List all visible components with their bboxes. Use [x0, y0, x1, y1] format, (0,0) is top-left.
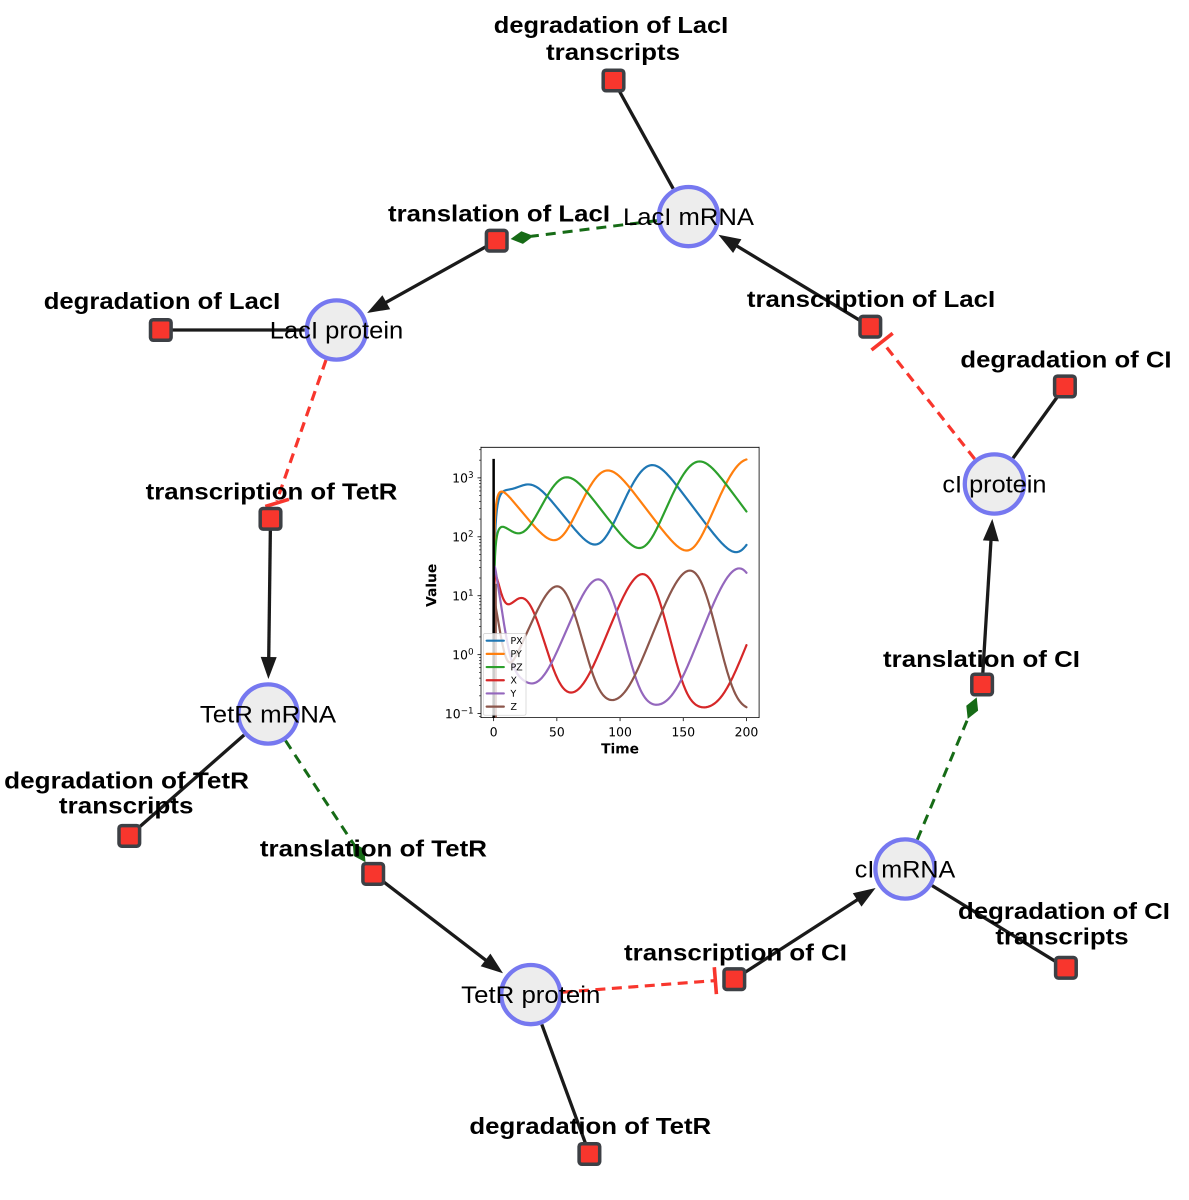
svg-text:degradation of LacI: degradation of LacI: [494, 12, 728, 38]
svg-text:cI protein: cI protein: [942, 471, 1046, 498]
svg-text:transcription of LacI: transcription of LacI: [747, 286, 995, 312]
svg-text:LacI protein: LacI protein: [270, 317, 404, 344]
svg-text:TetR mRNA: TetR mRNA: [200, 701, 336, 728]
svg-text:transcription of CI: transcription of CI: [624, 939, 847, 965]
svg-text:translation of LacI: translation of LacI: [388, 200, 610, 226]
svg-text:transcripts: transcripts: [546, 39, 680, 65]
svg-text:transcription of TetR: transcription of TetR: [146, 478, 398, 504]
svg-text:translation of CI: translation of CI: [883, 646, 1080, 672]
svg-text:translation of TetR: translation of TetR: [260, 836, 487, 862]
svg-text:degradation of CI: degradation of CI: [960, 347, 1171, 373]
svg-text:degradation of TetR: degradation of TetR: [469, 1113, 711, 1139]
svg-text:TetR protein: TetR protein: [461, 982, 600, 1009]
svg-text:transcripts: transcripts: [995, 924, 1128, 950]
svg-text:degradation of TetR: degradation of TetR: [4, 767, 249, 793]
svg-text:degradation of LacI: degradation of LacI: [44, 288, 281, 314]
svg-text:LacI mRNA: LacI mRNA: [623, 204, 754, 231]
svg-text:transcripts: transcripts: [59, 793, 194, 819]
svg-text:degradation of CI: degradation of CI: [958, 898, 1170, 924]
svg-text:cI mRNA: cI mRNA: [855, 856, 956, 883]
